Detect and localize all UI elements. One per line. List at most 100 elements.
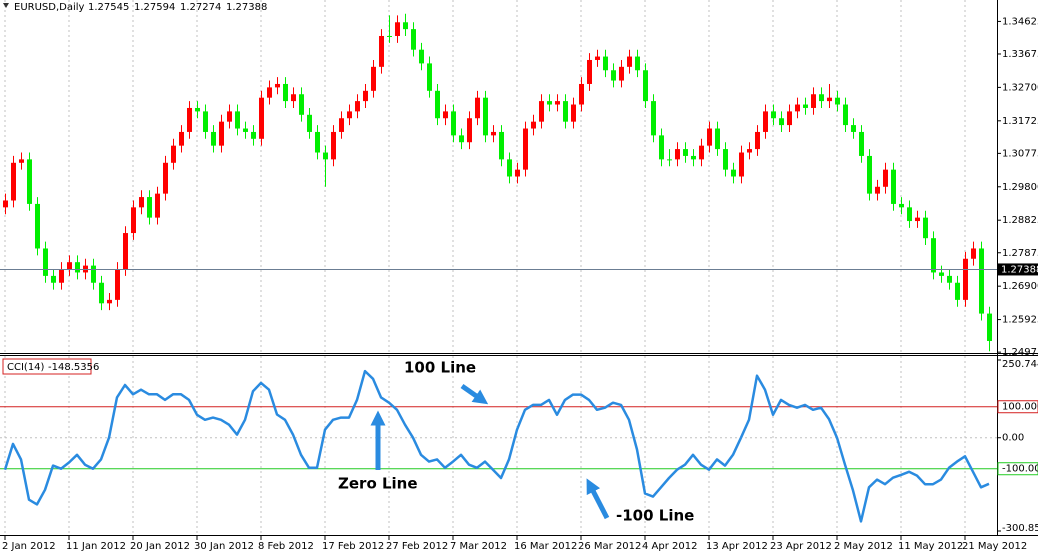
- y-tick-label: -100.0000: [1002, 464, 1038, 475]
- candle-body: [427, 63, 432, 91]
- candle-body: [3, 200, 8, 208]
- candle-body: [739, 152, 744, 177]
- candle-body: [451, 111, 456, 136]
- indicator-value: -148.5356: [48, 362, 99, 373]
- candle-body: [243, 128, 248, 132]
- candle-body: [931, 238, 936, 273]
- candle-body: [139, 197, 144, 208]
- x-tick-label: 4 Apr 2012: [642, 541, 697, 552]
- candle-body: [299, 94, 304, 115]
- candle-body: [979, 248, 984, 314]
- header-value: 1.27274: [180, 2, 221, 13]
- candle-body: [667, 159, 672, 161]
- candle-body: [987, 313, 992, 342]
- candle-body: [355, 101, 360, 112]
- candle-body: [275, 83, 280, 88]
- x-tick-label: 2 May 2012: [834, 541, 893, 552]
- candle-body: [915, 217, 920, 222]
- candle-body: [651, 101, 656, 136]
- candle-body: [323, 152, 328, 160]
- candle-body: [923, 217, 928, 239]
- candle-body: [603, 56, 608, 71]
- candle-body: [787, 111, 792, 126]
- annotation-arrow: [586, 478, 610, 520]
- y-tick-label: 100.0000: [1002, 402, 1038, 413]
- candle-body: [523, 128, 528, 170]
- candle-body: [731, 169, 736, 177]
- annotation: -100 Line: [616, 507, 694, 525]
- x-tick-label: 21 May 2012: [962, 541, 1027, 552]
- x-tick-label: 13 Apr 2012: [706, 541, 768, 552]
- candle-body: [531, 121, 536, 129]
- candle-body: [891, 169, 896, 204]
- candle-body: [67, 262, 72, 270]
- candle-body: [307, 114, 312, 132]
- candle-body: [283, 83, 288, 102]
- candle-body: [659, 135, 664, 160]
- x-tick-label: 7 Mar 2012: [450, 541, 507, 552]
- candle-body: [411, 29, 416, 50]
- candle-body: [339, 118, 344, 132]
- x-tick-label: 27 Feb 2012: [386, 541, 448, 552]
- candle-body: [875, 186, 880, 194]
- header-value: 1.27545: [88, 2, 129, 13]
- x-tick-label: 2 Jan 2012: [2, 541, 56, 552]
- candle-body: [435, 90, 440, 119]
- candle-body: [803, 104, 808, 108]
- candle-body: [459, 135, 464, 143]
- y-tick-label: 1.26900: [1002, 281, 1038, 292]
- cci-line: [3, 369, 990, 523]
- candle-body: [859, 131, 864, 156]
- symbol-icon: [3, 3, 9, 8]
- candle-body: [699, 145, 704, 160]
- candle-body: [163, 162, 168, 194]
- candle-body: [867, 155, 872, 194]
- candle-body: [75, 262, 80, 273]
- candle-body: [755, 131, 760, 150]
- candle-body: [11, 162, 16, 201]
- candle-body: [171, 145, 176, 163]
- candle-body: [835, 97, 840, 105]
- candle-body: [19, 159, 24, 163]
- marks-layer: [0, 13, 997, 523]
- annotation-arrow: [460, 383, 489, 405]
- candle-body: [475, 97, 480, 119]
- candle-body: [883, 169, 888, 187]
- candle-body: [115, 269, 120, 300]
- candle-body: [331, 131, 336, 160]
- price-label: 1.27388: [1001, 264, 1038, 275]
- candle-body: [555, 101, 560, 105]
- symbol-label: EURUSD,Daily: [14, 2, 85, 13]
- candle-body: [107, 299, 112, 304]
- candle-body: [499, 131, 504, 160]
- candle-body: [971, 248, 976, 259]
- candle-body: [779, 118, 784, 126]
- candle-body: [907, 207, 912, 222]
- candle-body: [515, 169, 520, 177]
- y-tick-label: 1.25925: [1002, 315, 1038, 326]
- candle-body: [763, 111, 768, 132]
- candle-body: [579, 83, 584, 105]
- candle-body: [683, 149, 688, 156]
- candle-body: [371, 66, 376, 91]
- candle-body: [59, 269, 64, 283]
- candle-body: [187, 107, 192, 132]
- level-label-box: [997, 462, 1038, 476]
- candle-body: [203, 111, 208, 132]
- x-tick-label: 11 May 2012: [898, 541, 963, 552]
- candle-body: [35, 203, 40, 249]
- candle-body: [587, 59, 592, 84]
- candle-body: [899, 203, 904, 208]
- candle-body: [947, 275, 952, 283]
- candle-body: [179, 131, 184, 146]
- candle-body: [99, 282, 104, 304]
- x-tick-label: 26 Mar 2012: [578, 541, 641, 552]
- indicator-name: CCI(14): [7, 362, 45, 373]
- candle-body: [675, 149, 680, 160]
- candle-body: [723, 149, 728, 170]
- y-tick-label: 1.33675: [1002, 49, 1038, 60]
- candle-body: [619, 66, 624, 81]
